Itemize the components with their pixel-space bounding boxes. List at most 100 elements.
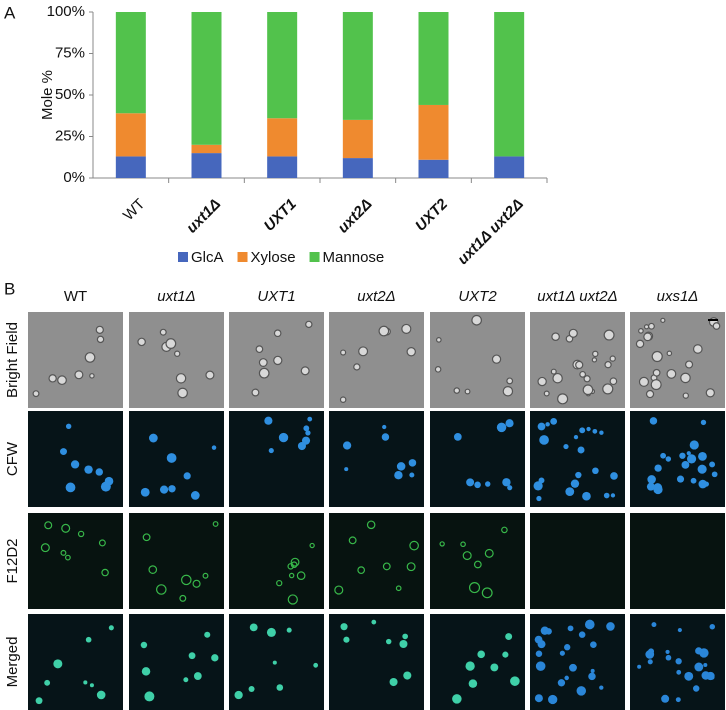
y-tick-label: 100%: [47, 3, 85, 20]
cell: [491, 354, 502, 364]
cell: [610, 493, 616, 498]
cell: [141, 667, 151, 676]
cell: [557, 679, 566, 687]
bar-segment: [267, 118, 298, 157]
cell: [53, 659, 63, 669]
bar-segment: [267, 156, 298, 178]
micrograph: [530, 411, 625, 507]
cell: [591, 357, 598, 363]
cell: [610, 472, 618, 480]
row-label: Merged: [4, 637, 21, 688]
bar-segment: [494, 12, 525, 157]
bar-segment: [191, 12, 222, 145]
cell: [148, 433, 158, 443]
cell: [505, 419, 514, 428]
cell: [313, 662, 319, 668]
cell: [409, 540, 419, 551]
cell: [403, 671, 412, 680]
cell: [709, 461, 716, 468]
cell: [538, 477, 545, 484]
cell: [300, 366, 310, 376]
cell: [709, 623, 716, 630]
cell: [653, 484, 663, 495]
cell: [307, 416, 313, 422]
cell: [44, 521, 53, 530]
cell: [248, 686, 255, 693]
cell: [592, 428, 598, 434]
cell: [638, 328, 644, 334]
cell: [681, 460, 690, 469]
cell: [342, 441, 352, 450]
cell: [168, 485, 176, 493]
cell: [606, 622, 615, 631]
cell: [286, 627, 292, 633]
cell: [507, 485, 513, 491]
cell: [394, 470, 403, 480]
micrograph: [28, 312, 123, 408]
cell: [652, 368, 661, 377]
cell: [343, 636, 350, 643]
cell: [675, 697, 681, 703]
cell: [344, 467, 349, 472]
cell: [409, 472, 415, 478]
cell: [381, 433, 390, 441]
cell: [603, 329, 615, 341]
cell: [567, 625, 574, 632]
cell: [603, 492, 610, 499]
cell: [395, 585, 402, 592]
cell: [100, 481, 111, 492]
cell: [89, 683, 94, 688]
cell: [473, 560, 482, 569]
cell: [35, 697, 43, 705]
cell: [340, 349, 347, 356]
cell: [510, 676, 520, 686]
micrograph: [630, 411, 725, 507]
cell: [699, 648, 709, 658]
cell: [466, 478, 475, 487]
cell: [579, 427, 586, 434]
cell: [635, 339, 645, 349]
cell: [464, 388, 471, 395]
cell: [604, 361, 612, 369]
cell: [249, 623, 258, 632]
cell: [179, 594, 187, 602]
bar-segment: [191, 144, 222, 154]
panel-label: A: [4, 3, 16, 22]
cell: [592, 467, 599, 475]
cell: [535, 661, 546, 671]
cell: [181, 574, 192, 586]
cell: [385, 638, 392, 645]
x-tick-label: UXT1: [261, 196, 300, 235]
cell: [505, 633, 513, 641]
cell: [660, 452, 667, 459]
cell: [647, 659, 653, 665]
cell: [709, 674, 715, 680]
column-label: uxt2Δ: [357, 288, 395, 305]
cell: [273, 329, 282, 338]
cell: [278, 432, 289, 443]
cell: [677, 627, 682, 633]
cell: [579, 370, 587, 378]
cell: [590, 641, 597, 648]
bar-segment: [418, 12, 449, 105]
cell: [144, 691, 155, 702]
cell: [700, 419, 707, 426]
cell: [564, 644, 571, 651]
x-tick-label: uxt1Δ: [183, 196, 224, 237]
cell: [676, 669, 682, 675]
cell: [399, 639, 408, 649]
cell: [481, 587, 493, 599]
cell: [661, 694, 670, 703]
y-axis-label: Mole %: [39, 70, 56, 120]
cell: [609, 377, 618, 386]
bar-segment: [267, 12, 298, 119]
cell: [264, 416, 273, 425]
cell: [582, 491, 591, 501]
cell: [537, 376, 547, 387]
cell: [177, 387, 188, 399]
column-label: WT: [64, 288, 87, 305]
cell: [266, 627, 276, 637]
cell: [568, 328, 578, 338]
cell: [638, 376, 650, 387]
